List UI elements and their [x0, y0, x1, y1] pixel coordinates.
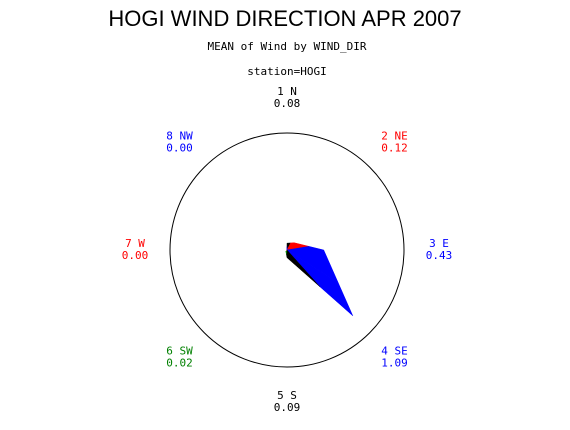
outline-circle: [169, 132, 405, 368]
direction-label: 4 SE: [381, 344, 408, 357]
star-slice: [286, 249, 288, 251]
value-label: 0.12: [381, 142, 408, 155]
value-label: 0.00: [122, 249, 149, 262]
chart-subtitle: MEAN of Wind by WIND_DIR: [208, 40, 367, 53]
direction-label: 5 S: [277, 389, 297, 402]
value-label: 0.02: [166, 356, 193, 369]
direction-label: 2 NE: [381, 130, 408, 143]
value-label: 1.09: [381, 356, 408, 369]
direction-label: 3 E: [429, 237, 449, 250]
direction-label: 1 N: [277, 85, 297, 98]
chart-title: HOGI WIND DIRECTION APR 2007: [108, 6, 461, 31]
direction-label: 6 SW: [166, 344, 193, 357]
value-label: 0.00: [166, 142, 193, 155]
group-label: station=HOGI: [247, 65, 326, 78]
value-label: 0.09: [274, 401, 301, 414]
value-label: 0.08: [274, 97, 301, 110]
direction-label: 8 NW: [166, 130, 193, 143]
value-label: 0.43: [426, 249, 453, 262]
direction-label: 7 W: [125, 237, 145, 250]
